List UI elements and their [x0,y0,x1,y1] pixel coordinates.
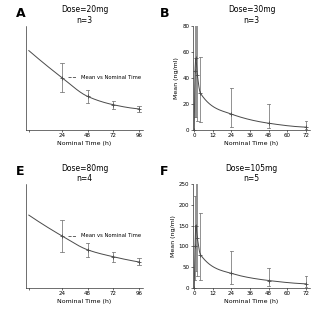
Y-axis label: Mean (ng/ml): Mean (ng/ml) [174,57,180,99]
X-axis label: Nominal Time (h): Nominal Time (h) [224,299,279,304]
X-axis label: Nominal Time (h): Nominal Time (h) [57,299,112,304]
Title: Dose=20mg
n=3: Dose=20mg n=3 [61,5,108,25]
Text: A: A [16,7,26,20]
Title: Dose=30mg
n=3: Dose=30mg n=3 [228,5,275,25]
X-axis label: Nominal Time (h): Nominal Time (h) [224,141,279,146]
Title: Dose=80mg
n=4: Dose=80mg n=4 [61,164,108,183]
X-axis label: Nominal Time (h): Nominal Time (h) [57,141,112,146]
Text: B: B [160,7,169,20]
Legend: Mean vs Nominal Time: Mean vs Nominal Time [68,75,141,80]
Legend: Mean vs Nominal Time: Mean vs Nominal Time [68,233,141,238]
Text: E: E [16,165,25,178]
Y-axis label: Mean (ng/ml): Mean (ng/ml) [171,215,176,257]
Text: F: F [160,165,168,178]
Title: Dose=105mg
n=5: Dose=105mg n=5 [225,164,278,183]
